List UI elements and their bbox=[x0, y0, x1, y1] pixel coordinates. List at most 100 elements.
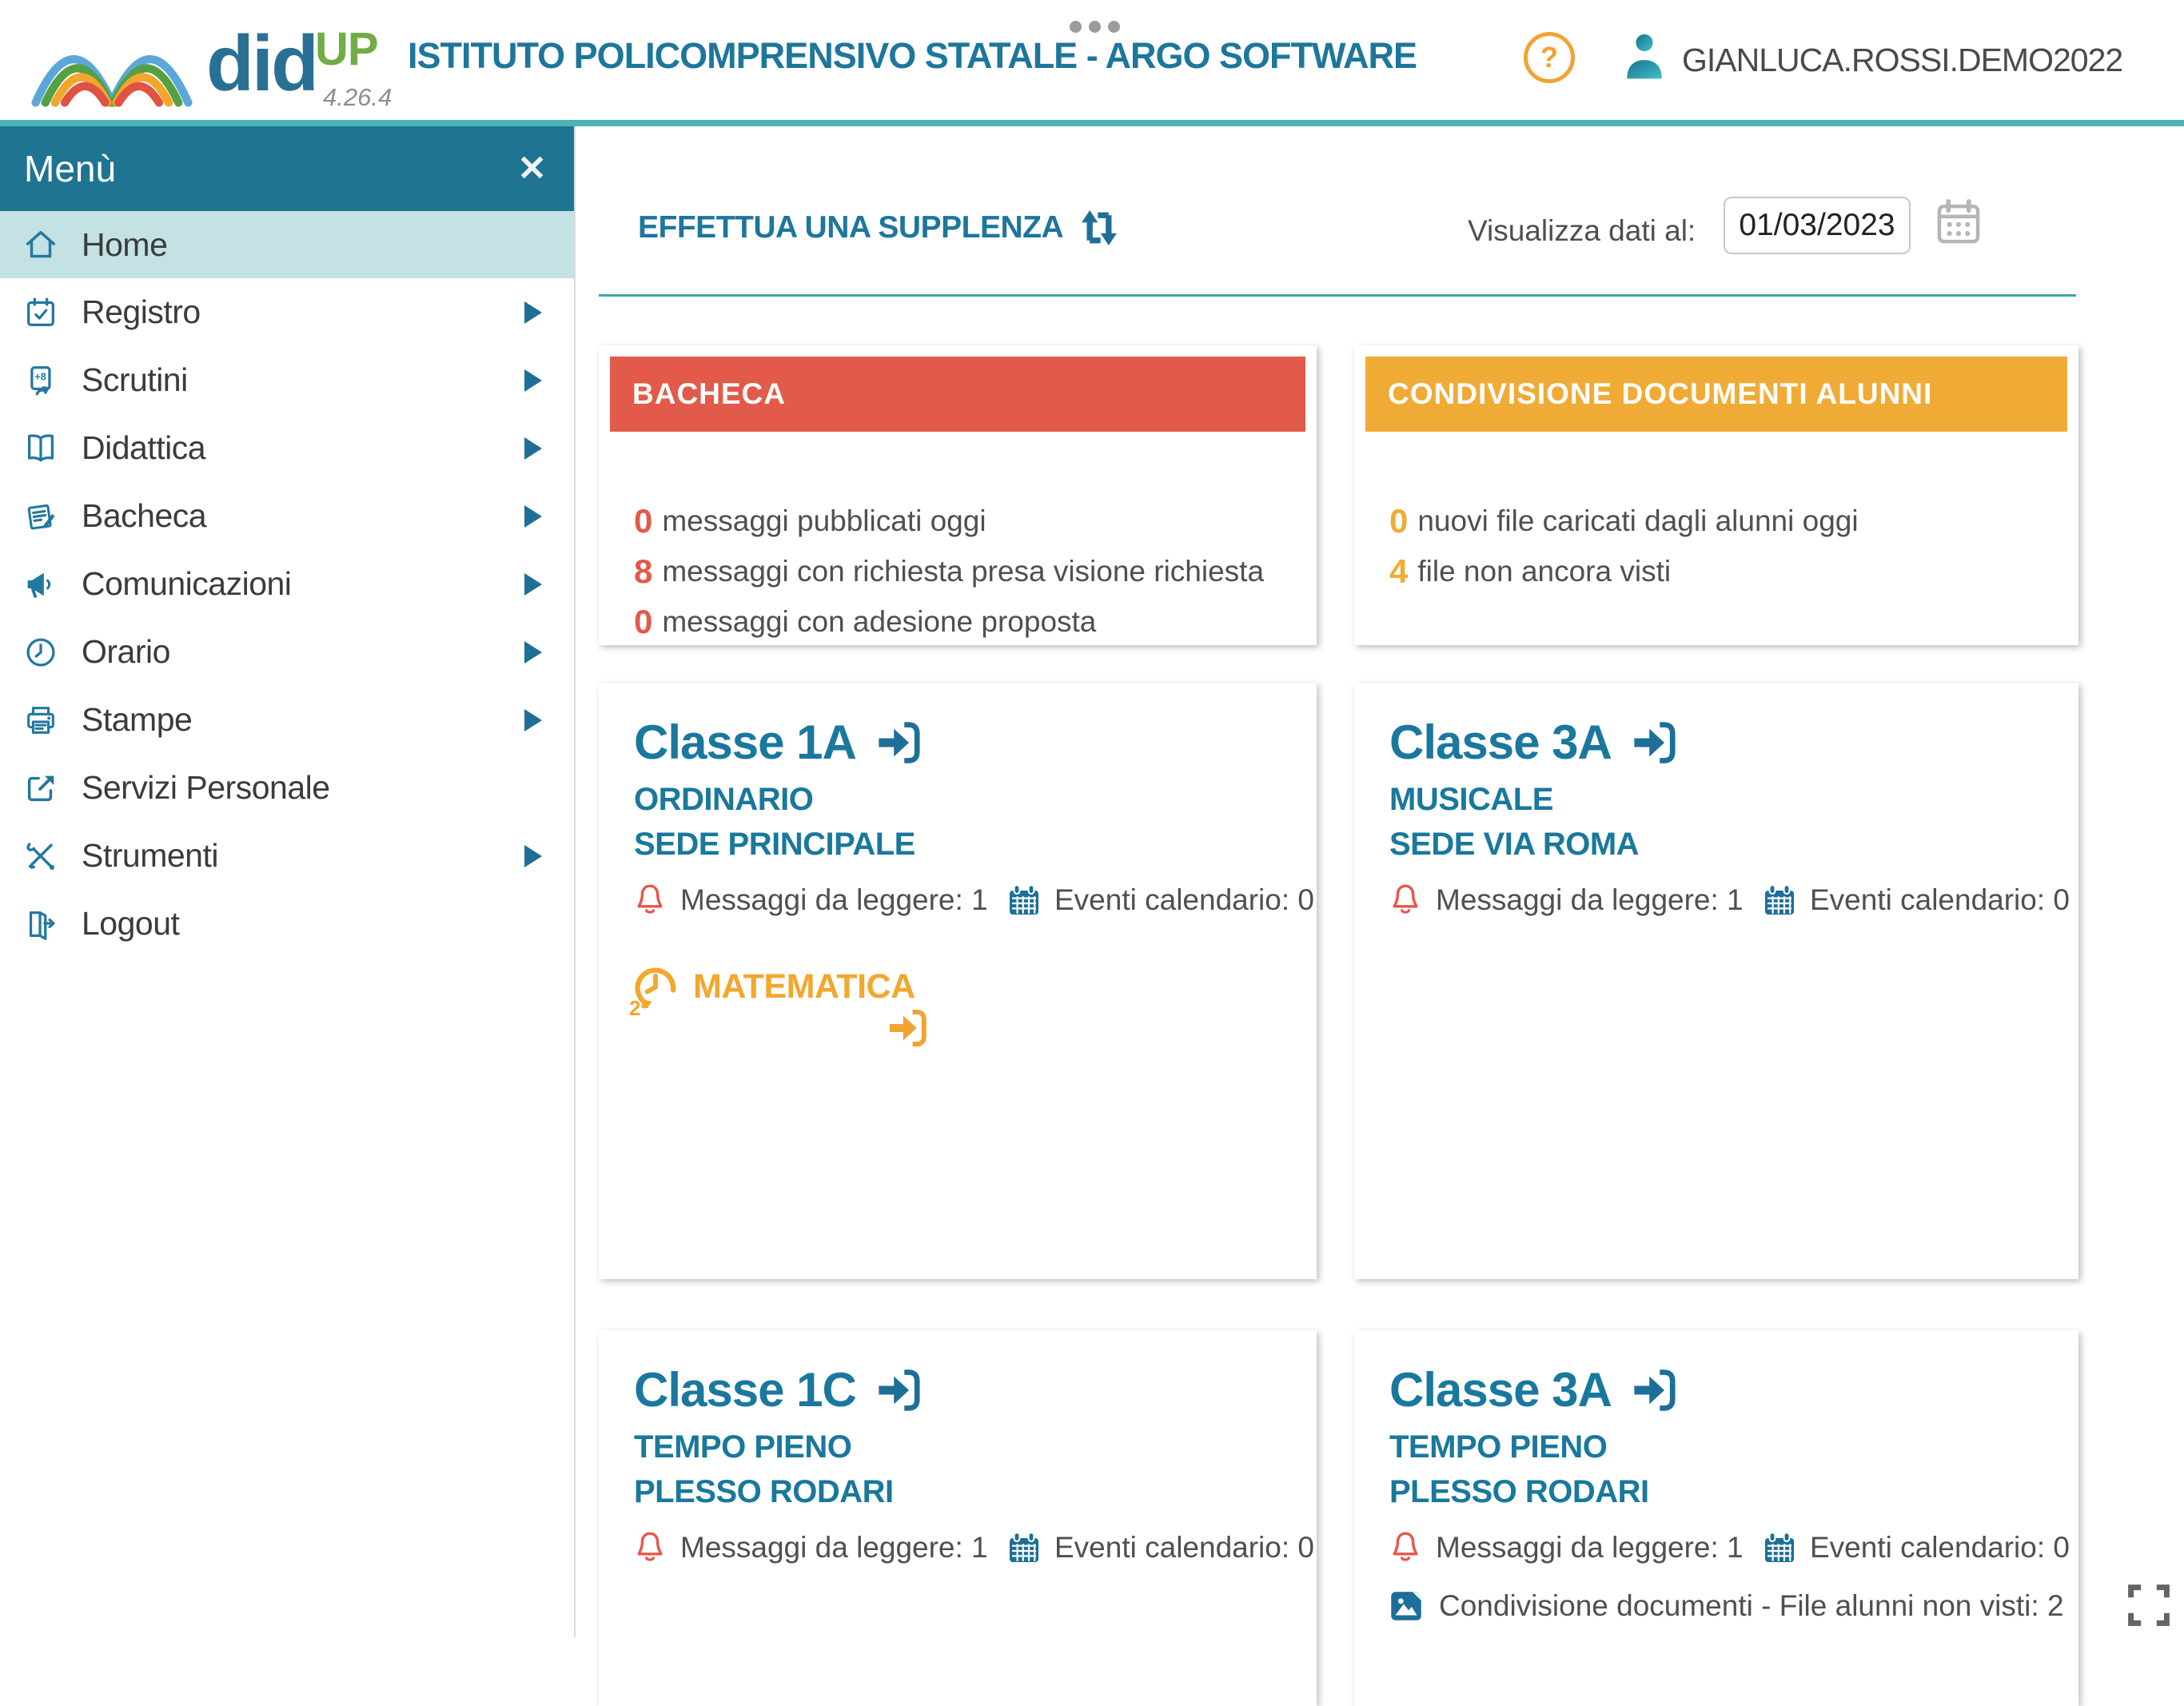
calendar-icon bbox=[1005, 881, 1043, 919]
sidebar: Menù ✕ Home Registro +8 Scrutini bbox=[0, 126, 576, 1637]
school-title: ISTITUTO POLICOMPRENSIVO STATALE - ARGO … bbox=[408, 35, 1417, 76]
sidebar-item-registro[interactable]: Registro bbox=[0, 278, 574, 346]
sidebar-item-stampe[interactable]: Stampe bbox=[0, 686, 574, 754]
sidebar-menu-header: Menù ✕ bbox=[0, 126, 574, 211]
fullscreen-icon[interactable] bbox=[2126, 1583, 2171, 1628]
sidebar-item-servizi-personale[interactable]: Servizi Personale bbox=[0, 754, 574, 822]
messages-row: Messaggi da leggere: 1 bbox=[631, 881, 988, 919]
events-row: Eventi calendario: 0 bbox=[1760, 1529, 2070, 1567]
bell-icon bbox=[631, 881, 669, 919]
enter-class-icon bbox=[1631, 719, 1677, 766]
servizi-personale-icon bbox=[27, 775, 54, 801]
class-link[interactable]: Classe 1A bbox=[634, 715, 922, 770]
class-site: SEDE PRINCIPALE bbox=[634, 827, 915, 862]
calendar-icon bbox=[1005, 1529, 1043, 1567]
lesson-hour: 2ª bbox=[629, 996, 649, 1020]
class-card-1c: Classe 1C TEMPO PIENO PLESSO RODARI Mess… bbox=[599, 1330, 1317, 1706]
enter-lesson-icon bbox=[887, 1007, 928, 1049]
close-icon[interactable]: ✕ bbox=[517, 149, 547, 189]
bacheca-icon bbox=[27, 504, 55, 529]
condivisione-card-header: CONDIVISIONE DOCUMENTI ALUNNI bbox=[1365, 357, 2067, 432]
brand-did: did bbox=[206, 19, 319, 107]
bell-icon bbox=[631, 1529, 669, 1567]
sidebar-item-label: Bacheca bbox=[82, 497, 207, 534]
class-link[interactable]: Classe 3A bbox=[1389, 715, 1677, 770]
lesson-subject: MATEMATICA bbox=[693, 967, 915, 1006]
didattica-icon bbox=[27, 433, 54, 461]
enter-class-icon bbox=[875, 719, 922, 766]
sidebar-item-bacheca[interactable]: Bacheca bbox=[0, 482, 574, 550]
chevron-right-icon bbox=[524, 572, 542, 596]
sidebar-item-label: Strumenti bbox=[82, 837, 218, 874]
condivisione-line: 0 nuovi file caricati dagli alunni oggi bbox=[1389, 501, 1859, 540]
help-button[interactable]: ? bbox=[1524, 32, 1575, 83]
condivisione-card: CONDIVISIONE DOCUMENTI ALUNNI 0 nuovi fi… bbox=[1354, 345, 2078, 645]
bell-icon bbox=[1386, 1529, 1425, 1567]
date-label: Visualizza dati al: bbox=[1468, 214, 1696, 247]
class-card-1a: Classe 1A ORDINARIO SEDE PRINCIPALE Mess… bbox=[599, 683, 1317, 1279]
effettua-supplenza-button[interactable]: EFFETTUA UNA SUPPLENZA bbox=[638, 206, 1121, 249]
messages-row: Messaggi da leggere: 1 bbox=[1386, 881, 1744, 919]
date-input[interactable]: 01/03/2023 bbox=[1724, 197, 1911, 254]
menu-title: Menù bbox=[24, 148, 117, 189]
class-course: ORDINARIO bbox=[634, 782, 814, 817]
bacheca-line: 0 messaggi pubblicati oggi bbox=[634, 501, 986, 540]
messages-row: Messaggi da leggere: 1 bbox=[1386, 1529, 1744, 1567]
strumenti-icon bbox=[26, 842, 55, 870]
header-accent-strip bbox=[0, 120, 2184, 126]
chevron-right-icon bbox=[524, 301, 542, 324]
argo-rainbow-logo-icon bbox=[31, 55, 193, 107]
shared-document-icon bbox=[1386, 1586, 1426, 1626]
shared-docs-row: Condivisione documenti - File alunni non… bbox=[1386, 1586, 2064, 1626]
sidebar-item-orario[interactable]: Orario bbox=[0, 618, 574, 686]
sidebar-item-label: Stampe bbox=[82, 701, 193, 738]
sidebar-item-home[interactable]: Home bbox=[0, 211, 574, 278]
events-row: Eventi calendario: 0 bbox=[1760, 881, 2070, 919]
sidebar-item-label: Comunicazioni bbox=[82, 565, 292, 602]
chevron-right-icon bbox=[524, 504, 542, 528]
class-course: TEMPO PIENO bbox=[1389, 1429, 1608, 1465]
class-link[interactable]: Classe 1C bbox=[634, 1362, 922, 1417]
scrutini-icon: +8 bbox=[30, 365, 51, 395]
brand-up: UP bbox=[315, 23, 379, 75]
calendar-icon bbox=[1760, 1529, 1799, 1567]
class-site: PLESSO RODARI bbox=[1389, 1474, 1649, 1509]
class-site: SEDE VIA ROMA bbox=[1389, 827, 1640, 862]
svg-text:+8: +8 bbox=[34, 371, 46, 382]
class-course: MUSICALE bbox=[1389, 782, 1553, 817]
class-link[interactable]: Classe 3A bbox=[1389, 1362, 1677, 1417]
condivisione-line: 4 file non ancora visti bbox=[1389, 552, 1672, 590]
enter-class-icon bbox=[1631, 1367, 1677, 1413]
logout-icon bbox=[29, 911, 55, 940]
sidebar-item-label: Logout bbox=[82, 905, 180, 942]
sidebar-item-comunicazioni[interactable]: Comunicazioni bbox=[0, 550, 574, 618]
sidebar-item-label: Home bbox=[82, 225, 168, 263]
bacheca-card: BACHECA 0 messaggi pubblicati oggi 8 mes… bbox=[599, 345, 1317, 645]
sidebar-item-strumenti[interactable]: Strumenti bbox=[0, 822, 574, 890]
enter-class-icon bbox=[875, 1367, 922, 1413]
app-header: did UP 4.26.4 ISTITUTO POLICOMPRENSIVO S… bbox=[0, 0, 2184, 120]
chevron-right-icon bbox=[524, 369, 542, 392]
comunicazioni-icon bbox=[27, 572, 51, 598]
bacheca-line: 8 messaggi con richiesta presa visione r… bbox=[634, 552, 1265, 590]
user-avatar-icon bbox=[1627, 34, 1662, 79]
sidebar-item-label: Orario bbox=[82, 633, 170, 670]
calendar-icon bbox=[1760, 881, 1799, 919]
bacheca-line: 0 messaggi con adesione proposta bbox=[634, 602, 1097, 640]
sidebar-item-didattica[interactable]: Didattica bbox=[0, 414, 574, 482]
orario-icon bbox=[26, 637, 55, 667]
username[interactable]: GIANLUCA.ROSSI.DEMO2022 bbox=[1682, 42, 2123, 78]
events-row: Eventi calendario: 0 bbox=[1005, 1529, 1314, 1567]
swap-supplenza-icon bbox=[1082, 210, 1118, 245]
sidebar-item-logout[interactable]: Logout bbox=[0, 890, 574, 958]
chevron-right-icon bbox=[524, 844, 542, 867]
class-card-3a-tempo-pieno: Classe 3A TEMPO PIENO PLESSO RODARI Mess… bbox=[1354, 1330, 2078, 1706]
chevron-right-icon bbox=[524, 708, 542, 731]
chevron-right-icon bbox=[524, 640, 542, 664]
sidebar-item-scrutini[interactable]: +8 Scrutini bbox=[0, 346, 574, 414]
calendar-picker-icon[interactable] bbox=[1931, 195, 1986, 249]
content-divider bbox=[599, 294, 2076, 297]
supplenza-label: EFFETTUA UNA SUPPLENZA bbox=[638, 210, 1064, 245]
registro-icon bbox=[27, 297, 54, 326]
home-icon bbox=[26, 230, 56, 258]
